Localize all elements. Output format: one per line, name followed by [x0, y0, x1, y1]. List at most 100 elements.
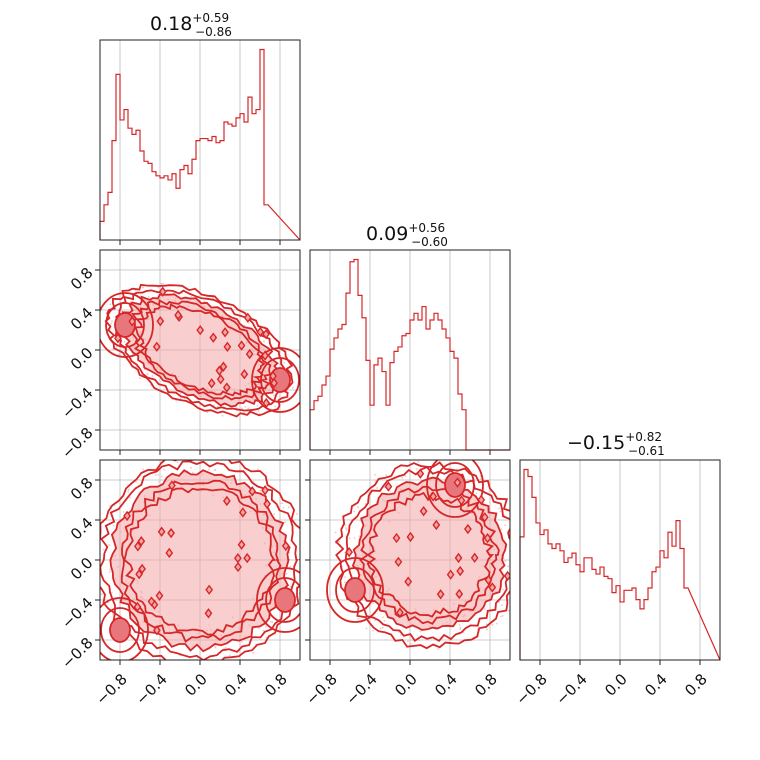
sample-point	[281, 502, 284, 505]
sample-point	[489, 482, 492, 485]
sample-point	[408, 639, 411, 641]
y-tick-label: 0.0	[67, 344, 97, 374]
sample-point	[110, 322, 113, 325]
sample-point	[385, 474, 388, 477]
sample-point	[163, 388, 166, 391]
island-contour	[153, 625, 161, 636]
sample-point	[265, 636, 268, 639]
sample-point	[157, 286, 160, 289]
x-tick-label: 0.8	[471, 670, 501, 700]
sample-point	[459, 626, 462, 629]
sample-point	[406, 640, 409, 643]
panel-0-0	[99, 39, 301, 245]
sample-point	[273, 513, 276, 515]
sample-point	[224, 646, 227, 649]
sample-point	[154, 474, 157, 476]
sample-point	[228, 654, 231, 657]
island-contour	[470, 552, 479, 563]
sample-point	[271, 621, 274, 624]
sample-point	[374, 619, 376, 622]
sample-point	[512, 578, 514, 580]
x-tick-label: 0.4	[431, 670, 461, 700]
sample-point	[357, 617, 360, 620]
mode-contour	[114, 312, 136, 338]
sample-point	[287, 506, 290, 509]
sample-point	[522, 559, 524, 561]
island-contour	[240, 369, 249, 380]
sample-point	[458, 624, 461, 626]
sample-point	[129, 301, 132, 304]
sample-point	[208, 468, 210, 471]
sample-point	[353, 510, 356, 513]
y-tick-label: −0.8	[58, 634, 96, 672]
x-tick-label: 0.4	[641, 670, 671, 700]
sample-point	[338, 540, 341, 543]
sample-point	[161, 475, 163, 478]
sample-point	[248, 322, 250, 324]
x-tick-label: 0.4	[221, 670, 251, 700]
sample-point	[191, 471, 194, 474]
sample-point	[279, 502, 282, 505]
sample-point	[437, 648, 439, 651]
mode-contour	[444, 472, 466, 498]
title-param-3: −0.15+0.82 −0.61	[567, 430, 665, 458]
sample-point	[247, 407, 249, 410]
x-tick-label: 0.0	[601, 670, 631, 700]
sample-point	[93, 536, 95, 538]
contour-line	[344, 466, 510, 643]
sample-point	[243, 324, 246, 327]
sample-point	[289, 565, 292, 568]
sample-point	[515, 562, 517, 564]
sample-point	[304, 531, 306, 533]
island-contour	[237, 539, 246, 550]
island-contour	[133, 541, 142, 552]
x-tick-label: −0.4	[552, 670, 590, 708]
sample-point	[498, 507, 501, 510]
sample-point	[353, 537, 356, 539]
sample-point	[203, 300, 206, 303]
sample-point	[304, 545, 306, 547]
mode-contour	[109, 617, 131, 643]
sample-point	[382, 616, 384, 619]
island-contour	[133, 601, 142, 613]
mode-contour	[326, 557, 384, 623]
sample-point	[417, 461, 420, 463]
sample-point	[491, 623, 494, 626]
sample-point	[372, 629, 374, 632]
sample-point	[183, 454, 185, 456]
sample-point	[129, 496, 131, 499]
island-contour	[419, 505, 428, 517]
sample-point	[92, 536, 94, 538]
x-tick-label: −0.4	[342, 670, 380, 708]
sample-point	[147, 295, 150, 298]
histogram-param-1	[99, 48, 301, 241]
sample-point	[115, 345, 118, 348]
sample-point	[176, 461, 179, 463]
sample-point	[279, 516, 281, 519]
sample-point	[376, 487, 379, 489]
y-tick-label: −0.8	[58, 424, 96, 462]
sample-point	[357, 506, 359, 509]
sample-point	[109, 504, 111, 507]
sample-point	[374, 473, 376, 476]
x-tick-label: −0.8	[302, 670, 340, 708]
sample-point	[401, 476, 404, 479]
sample-point	[221, 414, 224, 417]
sample-point	[282, 506, 285, 509]
island-contour	[167, 527, 175, 539]
panel-1-0: −0.8−0.4 0.0 0.4 0.8	[58, 249, 301, 462]
sample-point	[258, 412, 261, 415]
histogram-param-3	[519, 468, 721, 661]
mode-contour	[344, 577, 366, 603]
mode-contour	[435, 462, 475, 508]
sample-point	[207, 452, 209, 454]
island-contour	[223, 341, 232, 352]
island-contour	[261, 485, 269, 496]
y-tick-label: −0.4	[58, 594, 96, 632]
mode-contour	[274, 587, 296, 613]
contour-line	[109, 469, 291, 653]
sample-point	[504, 560, 507, 563]
sample-point	[127, 490, 130, 493]
contours-2-3	[326, 460, 524, 651]
